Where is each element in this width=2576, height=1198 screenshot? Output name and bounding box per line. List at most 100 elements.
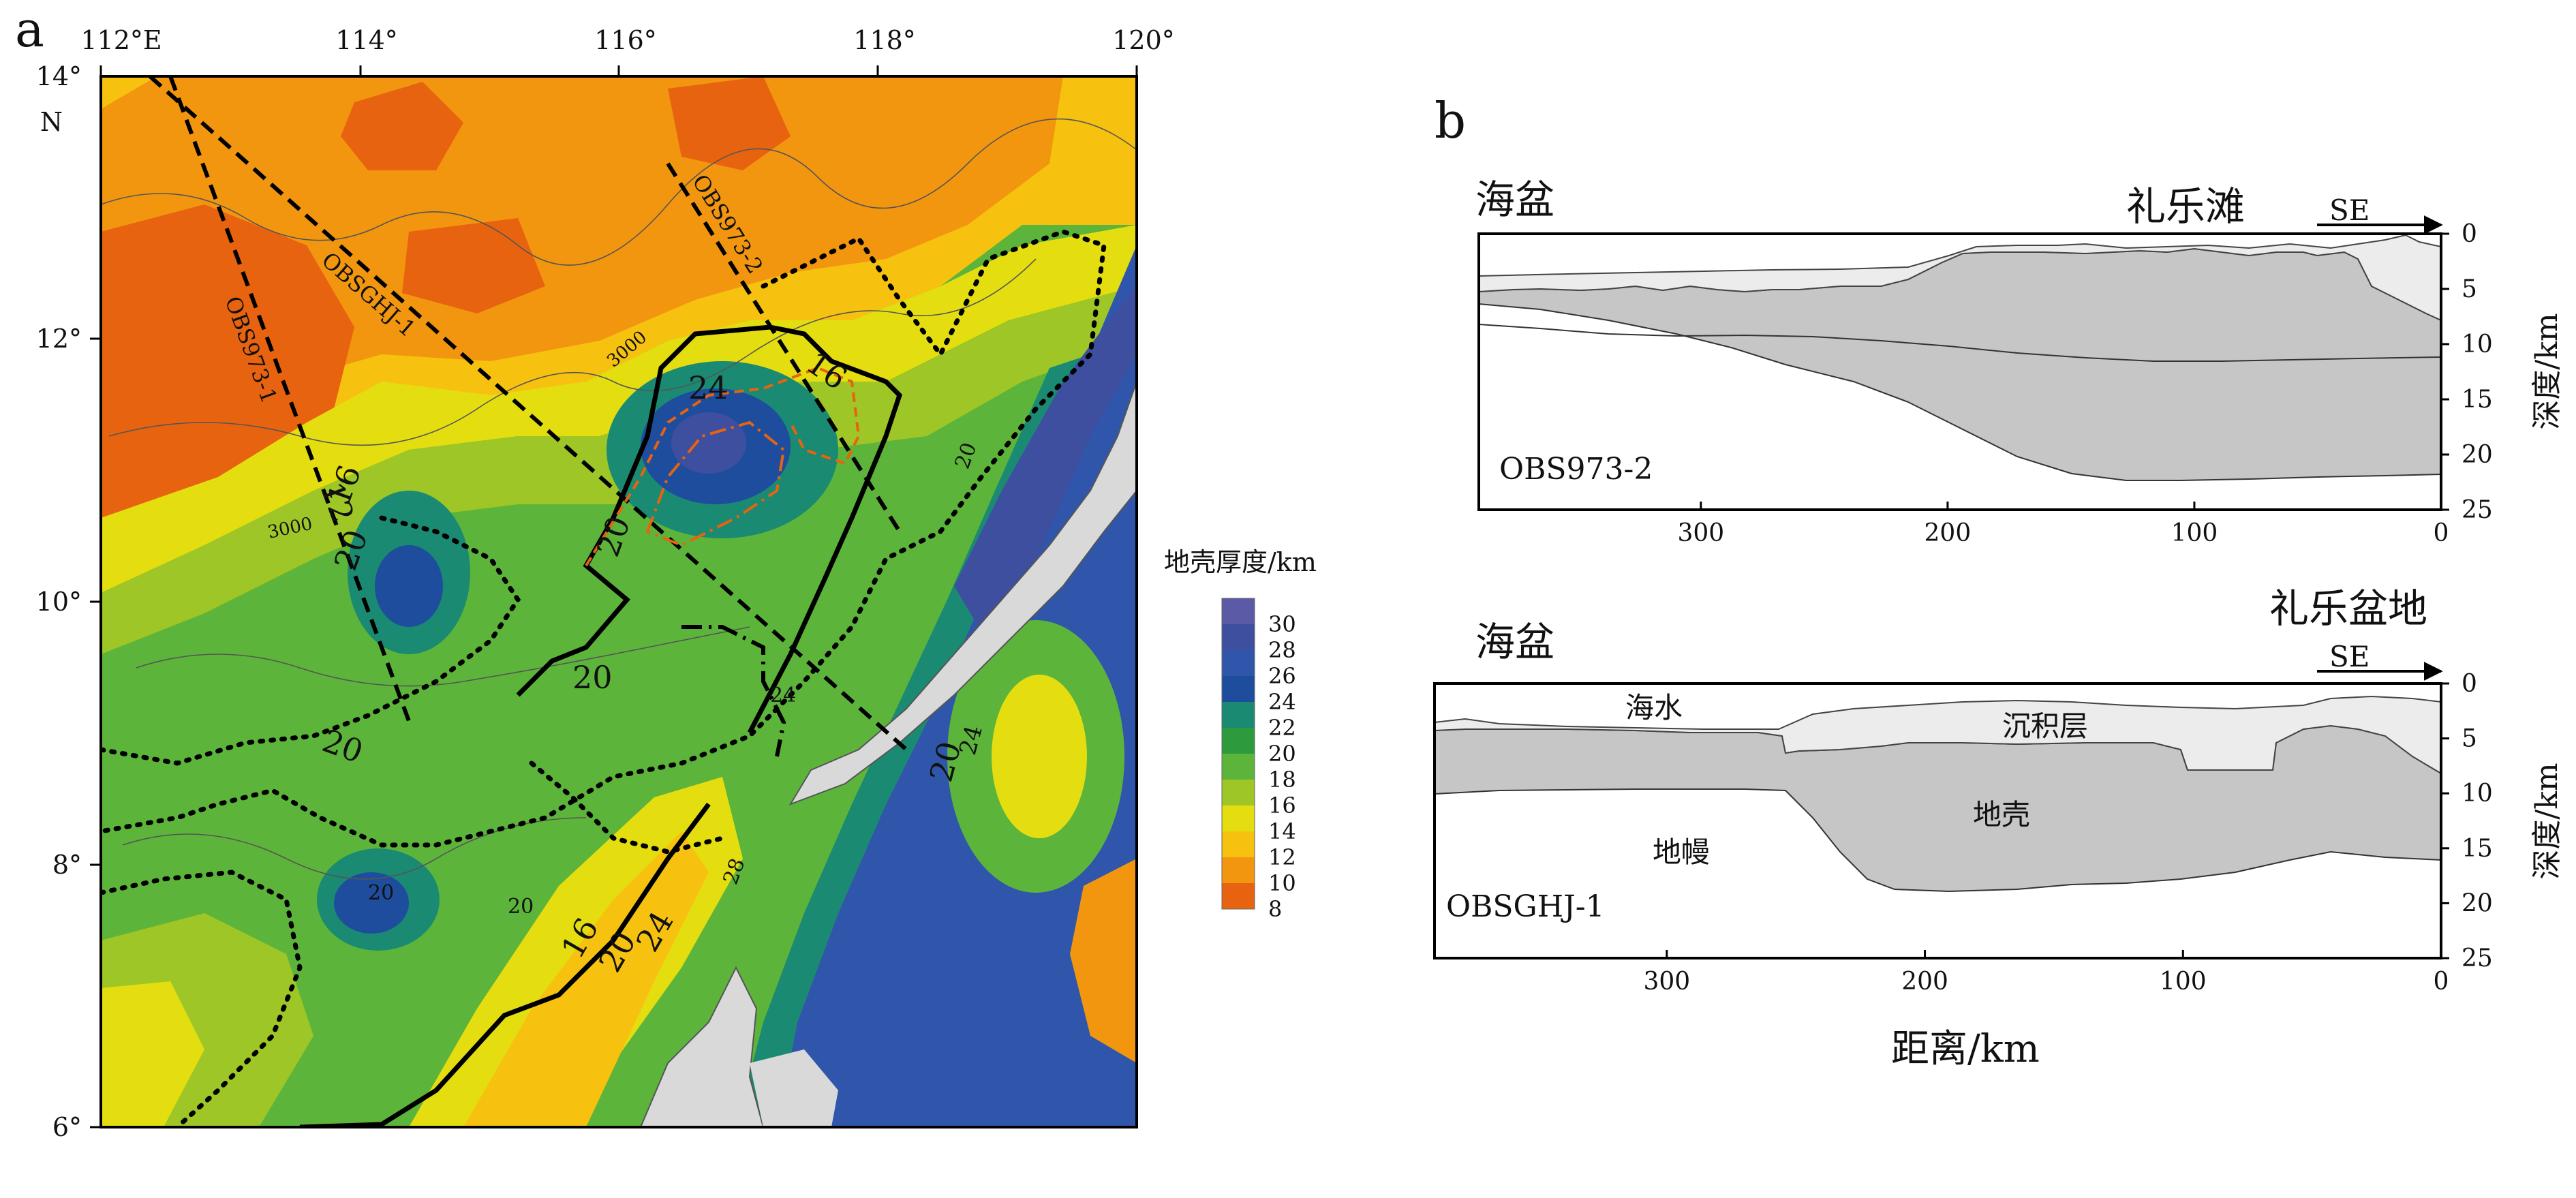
colorbar-tick-label: 18 (1268, 767, 1296, 793)
boundary-dotted-line-1 (101, 229, 1107, 848)
lon-tick-label: 118° (853, 25, 916, 55)
colorbar-tick-label: 14 (1268, 818, 1296, 844)
panel-a-label: a (15, 1, 44, 58)
lon-tick-label: 112°E (80, 25, 162, 55)
region-north-orange (101, 76, 1063, 491)
region-north-thinnest-3 (668, 76, 791, 170)
colorbar-tick-label: 8 (1268, 896, 1282, 922)
colorbar-title: 地壳厚度/km (1164, 547, 1317, 577)
x-tick-label: 100 (2160, 968, 2207, 996)
region-transition-yellow (101, 225, 1137, 593)
x-axis-label: 距离/km (1891, 1027, 2040, 1071)
layer-label-water: 海水 (1625, 691, 1683, 724)
region-north-thinnest-2 (341, 82, 463, 170)
y-tick-label: 20 (2462, 889, 2493, 917)
profile1-moho-line (1478, 324, 2442, 362)
colorbar-tick-label: 10 (1268, 870, 1296, 896)
profile1-right-label: 礼乐滩 (2126, 183, 2245, 230)
colorbar-tick-label: 22 (1268, 715, 1296, 741)
colorbar-border (1221, 598, 1255, 910)
layer-label-crust: 地壳 (1973, 798, 2030, 831)
land-borneo (639, 966, 765, 1127)
colorbar-swatch (1222, 883, 1255, 909)
y-tick-label: 5 (2462, 725, 2477, 753)
x-tick-label: 100 (2171, 519, 2218, 547)
y-tick-label: 0 (2462, 670, 2477, 698)
profile1-x-axis: 300 200 100 0 (1677, 502, 2449, 547)
profile2-y-axis: 0 5 10 15 20 25 (2441, 670, 2493, 972)
boundary-dotted-line-4 (529, 761, 725, 855)
lon-tick-label: 120° (1112, 25, 1175, 55)
colorbar-tick-label: 24 (1268, 689, 1296, 715)
survey-line-obs973-2 (666, 162, 902, 533)
profile1-name: OBS973-2 (1499, 452, 1653, 487)
profile2-x-axis: 300 200 100 0 (1643, 950, 2449, 996)
x-tick-label: 0 (2434, 968, 2449, 996)
colorbar-swatch (1222, 728, 1255, 754)
colorbar-tick-label: 30 (1268, 611, 1296, 637)
colorbar-swatch (1222, 676, 1255, 702)
profile1-direction: SE (2329, 194, 2370, 227)
colorbar-swatch (1222, 598, 1255, 624)
profile-obsghj-1: 海盆 礼乐盆地 SE 海水 沉积层 地壳 地幔 OBSGHJ-1 300 200 1… (1433, 585, 2564, 996)
lat-tick-label: 6° (52, 1112, 82, 1142)
x-tick-label: 300 (1643, 968, 1690, 996)
x-tick-label: 300 (1677, 519, 1724, 547)
colorbar-tick-label: 28 (1268, 637, 1296, 663)
region-southwest-lightest (101, 981, 204, 1127)
layer-label-mantle: 地幔 (1653, 835, 1710, 869)
lat-tick-label: 14° (36, 61, 82, 91)
region-thick-crust-north-peak (671, 412, 746, 474)
panel-a: a (15, 1, 1317, 1142)
colorbar-swatches (1221, 598, 1255, 910)
y-tick-label: 15 (2462, 386, 2493, 414)
profile2-direction: SE (2329, 640, 2370, 673)
colorbar-tick-label: 12 (1268, 844, 1296, 870)
lat-tick-label: 12° (36, 324, 82, 354)
region-east-thin-crust-core (992, 675, 1087, 838)
region-south-orange (463, 831, 709, 1127)
x-tick-label: 200 (1901, 968, 1948, 996)
colorbar-swatch (1222, 624, 1255, 650)
land-palawan (788, 381, 1137, 805)
boundary-dotted-line-2 (101, 870, 303, 1127)
lat-unit-label: N (40, 107, 63, 137)
y-tick-label: 10 (2462, 331, 2493, 358)
lon-tick-label: 116° (594, 25, 657, 55)
profile1-y-axis: 0 5 10 15 20 25 (2441, 220, 2493, 524)
colorbar-swatch (1222, 780, 1255, 805)
colorbar-swatch (1222, 805, 1255, 831)
y-tick-label: 25 (2462, 944, 2493, 972)
contour-label: 20 (572, 659, 613, 696)
map-overlays (101, 76, 1107, 1127)
profile1-sediment-layer (1478, 234, 2442, 322)
profile1-left-label: 海盆 (1475, 176, 1554, 223)
panel-b-label: b (1435, 92, 1466, 149)
survey-line-obsghj-1 (149, 76, 908, 752)
boundary-solid-line-north (516, 324, 903, 734)
panel-b: b 海盆 礼乐滩 SE OBS973-2 300 200 100 0 05101520… (1433, 92, 2564, 1071)
contour-label: 24 (688, 369, 729, 406)
x-tick-label: 0 (2434, 519, 2449, 547)
colorbar-tick-label: 26 (1268, 663, 1296, 689)
y-tick-label: 20 (2462, 441, 2493, 469)
profile2-y-label: 深度/km (2530, 763, 2564, 879)
crustal-thickness-map (101, 76, 1137, 1127)
colorbar-tick-label: 20 (1268, 741, 1296, 767)
y-tick-label: 15 (2462, 835, 2493, 863)
colorbar-tick-label: 16 (1268, 793, 1296, 818)
land-borneo-east (750, 1049, 838, 1127)
y-tick-label: 5 (2462, 275, 2477, 303)
layer-label-sediment: 沉积层 (2002, 709, 2088, 743)
x-tick-label: 200 (1925, 519, 1972, 547)
profile2-left-label: 海盆 (1475, 619, 1554, 665)
longitude-tick-labels: 112°E 114° 116° 118° 120° (80, 25, 1174, 55)
profile2-sediment-layer (1434, 695, 2442, 775)
region-east-orange (1070, 859, 1137, 1063)
contour-label: 20 (368, 881, 394, 905)
thin-contour-lines (101, 118, 1137, 880)
lat-tick-label: 10° (36, 587, 82, 617)
colorbar-swatch (1222, 857, 1255, 883)
